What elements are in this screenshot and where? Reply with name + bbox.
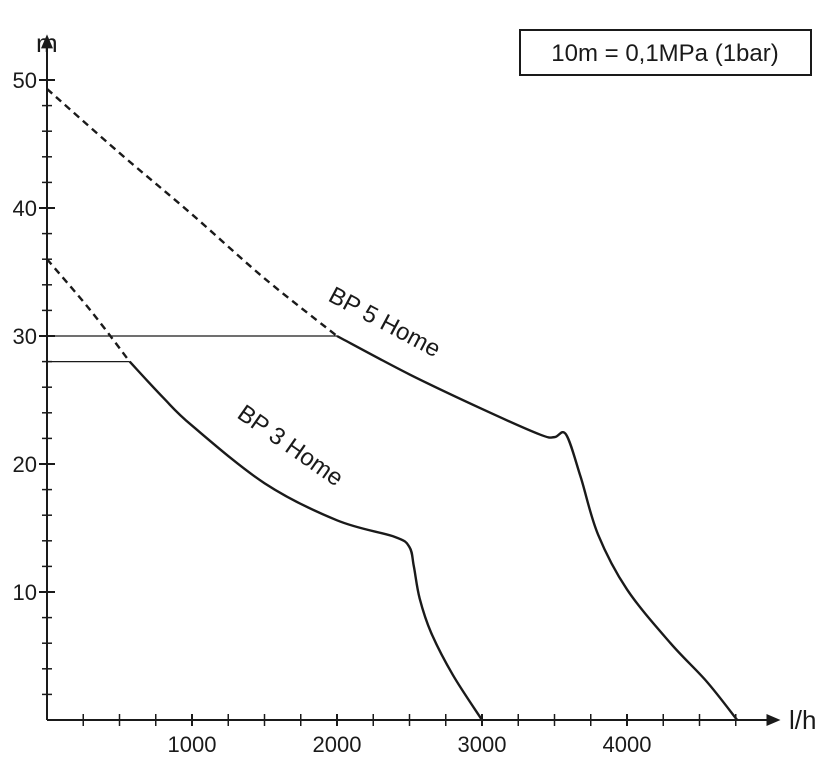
series-label-bp5: BP 5 Home xyxy=(324,282,445,363)
pump-curves xyxy=(46,88,739,721)
x-tick-label: 4000 xyxy=(603,732,652,757)
y-tick-label: 40 xyxy=(13,196,37,221)
series-bp5-dashed xyxy=(46,88,338,337)
y-tick-label: 50 xyxy=(13,68,37,93)
x-tick-label: 1000 xyxy=(168,732,217,757)
conversion-text: 10m = 0,1MPa (1bar) xyxy=(551,40,778,67)
y-tick-label: 10 xyxy=(13,580,37,605)
y-tick-label: 30 xyxy=(13,324,37,349)
series-bp5-line xyxy=(336,334,739,721)
series-bp3-dashed xyxy=(46,258,131,363)
series-bp3-line xyxy=(128,360,484,721)
x-axis-unit-label: l/h xyxy=(789,705,816,735)
axes: 1000 2000 3000 4000 10 20 30 40 50 xyxy=(13,34,781,757)
y-tick-label: 20 xyxy=(13,452,37,477)
reference-lines xyxy=(47,335,337,363)
y-axis-arrow xyxy=(41,34,53,49)
x-axis-arrow xyxy=(766,714,781,726)
y-axis-unit-label: m xyxy=(36,28,58,58)
x-tick-label: 3000 xyxy=(458,732,507,757)
series-label-bp3: BP 3 Home xyxy=(232,400,348,492)
conversion-box: 10m = 0,1MPa (1bar) xyxy=(519,29,812,76)
x-tick-label: 2000 xyxy=(313,732,362,757)
